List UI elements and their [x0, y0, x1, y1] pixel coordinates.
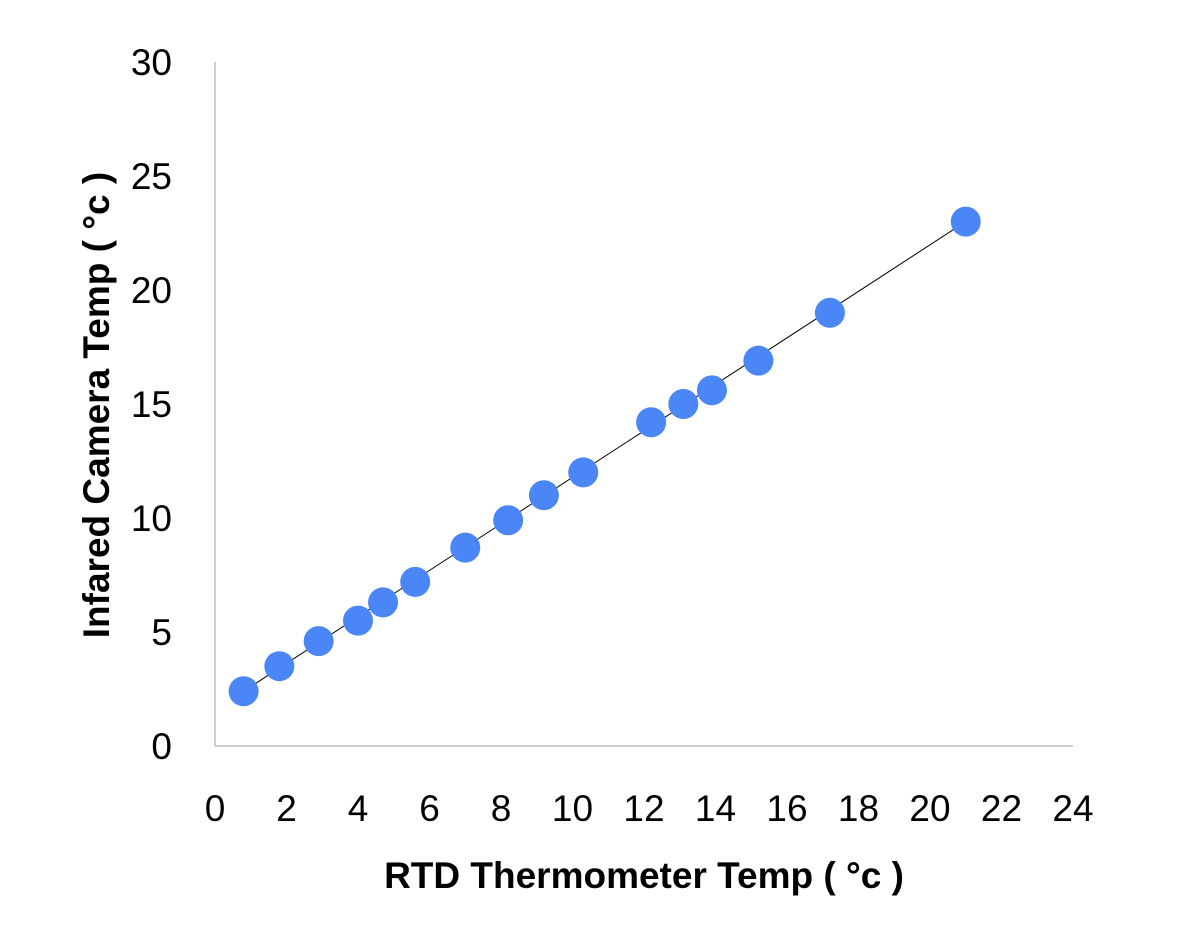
y-tick-label: 15: [131, 384, 172, 425]
data-point: [303, 626, 334, 657]
x-tick-label: 18: [838, 788, 879, 829]
x-axis-title: RTD Thermometer Temp ( °c ): [384, 855, 904, 896]
y-tick-label: 20: [131, 270, 172, 311]
y-axis-title: Infared Camera Temp ( °c ): [76, 172, 117, 638]
data-point: [264, 651, 295, 682]
x-tick-label: 14: [695, 788, 736, 829]
x-tick-label: 2: [276, 788, 297, 829]
y-tick-label: 5: [151, 612, 172, 653]
data-point: [228, 676, 259, 707]
data-point: [400, 566, 431, 597]
y-tick-label: 30: [131, 42, 172, 83]
data-point: [668, 389, 699, 419]
data-point: [368, 587, 399, 618]
x-tick-label: 22: [981, 788, 1022, 829]
data-point: [696, 375, 727, 406]
data-point: [493, 505, 524, 536]
x-tick-label: 24: [1052, 788, 1093, 829]
x-tick-label: 20: [909, 788, 950, 829]
x-tick-label: 0: [205, 788, 226, 829]
y-tick-label: 0: [151, 726, 172, 767]
y-tick-label: 10: [131, 498, 172, 539]
data-point: [636, 407, 667, 438]
data-point: [743, 345, 774, 376]
data-point: [950, 206, 981, 237]
data-point: [450, 532, 481, 563]
data-point: [343, 605, 373, 636]
x-tick-label: 10: [552, 788, 593, 829]
data-point: [528, 480, 559, 511]
y-tick-labels: 0 5 10 15 20 25 30: [131, 42, 172, 767]
x-tick-label: 16: [766, 788, 807, 829]
data-point: [814, 297, 845, 328]
x-tick-label: 6: [419, 788, 440, 829]
x-tick-labels: 0 2 4 6 8 10 12 14 16 18 20 22 24: [205, 788, 1094, 829]
data-points: [228, 206, 981, 707]
y-tick-label: 25: [131, 156, 172, 197]
x-tick-label: 4: [348, 788, 369, 829]
x-tick-label: 12: [623, 788, 664, 829]
data-point: [568, 457, 599, 488]
x-tick-label: 8: [491, 788, 512, 829]
